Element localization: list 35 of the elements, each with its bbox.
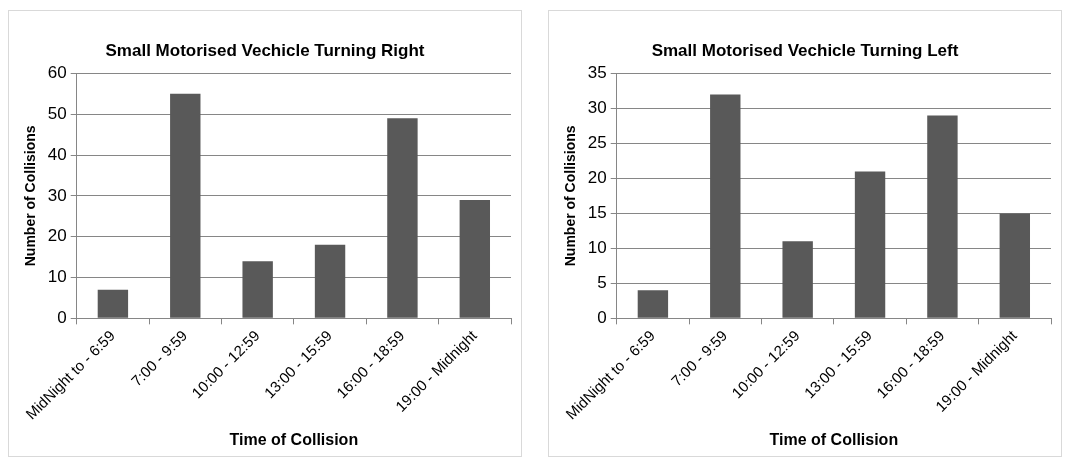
y-tick-label: 10	[47, 267, 67, 287]
bar	[854, 171, 886, 318]
y-tick-label: 15	[587, 203, 607, 223]
bar	[637, 290, 669, 318]
y-tick-label: 50	[47, 103, 67, 123]
bar	[782, 241, 813, 318]
y-tick-label: 40	[47, 144, 67, 164]
x-axis-title: Time of Collision	[769, 430, 899, 448]
bar	[710, 94, 741, 318]
x-axis-title: Time of Collision	[229, 430, 359, 448]
chart-title: Small Motorised Vechicle Turning Right	[105, 40, 425, 60]
bar	[927, 115, 958, 318]
bar	[459, 199, 491, 318]
y-tick-label: 20	[587, 168, 607, 188]
bar	[97, 289, 129, 318]
bar	[387, 118, 418, 318]
y-axis-title: Number of Collisions	[562, 125, 579, 267]
y-tick-label: 30	[587, 98, 607, 118]
y-tick-label: 5	[597, 273, 607, 293]
y-tick-label: 60	[47, 63, 67, 83]
y-tick-label: 20	[47, 226, 67, 246]
y-tick-label: 25	[587, 133, 607, 153]
bar	[242, 261, 273, 318]
y-tick-label: 35	[587, 63, 607, 83]
y-tick-label: 0	[597, 308, 607, 328]
bar	[314, 244, 346, 318]
y-tick-label: 30	[47, 185, 67, 205]
y-tick-label: 10	[587, 238, 607, 258]
y-axis-title: Number of Collisions	[22, 125, 39, 267]
y-tick-label: 0	[57, 308, 67, 328]
x-tick-label: 7:00 - 9:59	[667, 326, 731, 390]
chart-title: Small Motorised Vechicle Turning Left	[651, 40, 959, 60]
x-tick-label: 7:00 - 9:59	[127, 326, 191, 390]
bar	[170, 93, 201, 318]
bar	[999, 213, 1031, 318]
